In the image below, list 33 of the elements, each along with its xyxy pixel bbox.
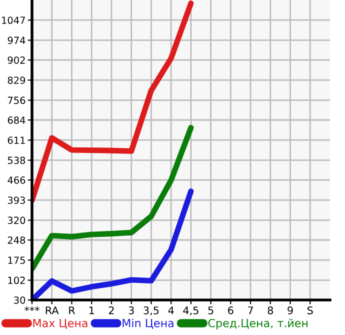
x-tick-label: 6 [228,306,234,314]
y-tick-label: 538 [8,156,26,164]
y-tick-label: 393 [8,196,25,204]
x-tick-label: R [69,306,76,314]
y-tick-label: 1047 [2,16,25,24]
y-tick-label: 30 [14,296,26,304]
y-tick-label: 611 [8,136,25,144]
y-tick-label: 829 [8,76,26,84]
x-tick-label: *** [24,306,40,312]
legend-label: Min Цена [122,318,174,329]
y-tick-label: 466 [8,176,26,184]
x-tick-label: 4 [168,306,174,314]
y-tick-label: 320 [8,216,26,224]
y-tick-label: 175 [8,256,25,264]
legend-label: Max Цена [33,319,88,329]
y-tick-label: 248 [8,236,26,244]
y-tick-label: 756 [8,96,26,104]
legend-label: Сред.Цена, т.йен [208,318,308,330]
x-tick-label: 5 [208,306,214,314]
y-tick-label: 684 [8,116,26,124]
x-tick-label: 8 [268,306,273,314]
x-tick-label: RA [46,306,59,314]
x-tick-label: 1 [89,306,94,314]
x-tick-label: 7 [248,306,253,314]
y-tick-label: 974 [8,36,26,44]
x-tick-label: 3,5 [144,306,159,316]
x-tick-label: 2 [108,306,114,314]
y-tick-label: 902 [8,56,25,64]
x-tick-label: S [308,306,313,314]
x-tick-label: 9 [288,306,293,314]
y-tick-label: 102 [8,276,25,284]
x-tick-label: 4,5 [183,306,198,316]
x-tick-label: 3 [128,306,134,314]
